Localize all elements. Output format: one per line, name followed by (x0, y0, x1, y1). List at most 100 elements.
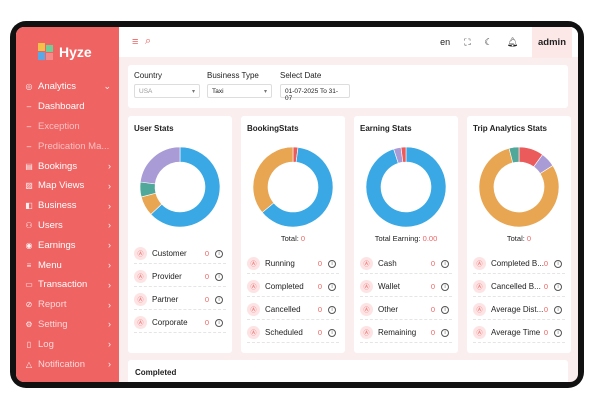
user-avatar-icon: Ⓐ (134, 293, 147, 306)
stat-row[interactable]: Ⓐ Remaining 0 i (360, 323, 452, 343)
stat-row[interactable]: Ⓐ Cancelled B... 0 i (473, 277, 565, 297)
country-value: USA (139, 88, 153, 95)
stat-label: Average Dist... (491, 305, 544, 314)
chevron-right-icon: › (108, 260, 111, 271)
stat-value: 0 (317, 282, 322, 291)
sidebar-item-label: Setting (38, 318, 68, 330)
stat-row[interactable]: Ⓐ Other 0 i (360, 300, 452, 320)
stat-row[interactable]: Ⓐ Average Dist... 0 i (473, 300, 565, 320)
sidebar-item-setting[interactable]: ⚙ Setting › (16, 315, 119, 335)
stat-label: Cash (378, 259, 397, 268)
stat-row[interactable]: Ⓐ Corporate 0 i (134, 313, 226, 333)
setting-icon: ⚙ (25, 319, 33, 329)
donut-segment[interactable] (508, 146, 520, 164)
stat-row[interactable]: Ⓐ Average Time 0 i (473, 323, 565, 343)
sidebar-item-label: Analytics (38, 81, 77, 93)
search-icon[interactable]: ⌕ (145, 35, 152, 47)
business-type-label: Business Type (207, 71, 259, 80)
donut-segment[interactable] (478, 147, 560, 228)
info-icon[interactable]: i (215, 249, 223, 258)
stat-row[interactable]: Ⓐ Scheduled 0 i (247, 323, 339, 343)
dark-mode-icon[interactable]: ☾ (484, 36, 493, 47)
stat-value: 0 (430, 259, 435, 268)
sidebar-item-map-views[interactable]: ▨ Map Views › (16, 176, 119, 196)
completed-title: Completed (135, 368, 177, 377)
sidebar-item-dashboard[interactable]: – Dashboard (16, 97, 119, 117)
info-icon[interactable]: i (441, 328, 449, 337)
business-type-select[interactable]: Taxi ▾ (207, 84, 272, 98)
user-menu[interactable]: admin (532, 27, 572, 58)
sidebar-item-notification[interactable]: △ Notification › (16, 354, 119, 374)
info-icon[interactable]: i (328, 328, 336, 337)
info-icon[interactable]: i (215, 295, 223, 304)
info-icon[interactable]: i (441, 282, 449, 291)
stat-row[interactable]: Ⓐ Completed 0 i (247, 277, 339, 297)
donut-chart (365, 146, 447, 228)
info-icon[interactable]: i (554, 259, 562, 268)
date-label: Select Date (280, 71, 322, 80)
total-label: Total Earning: (374, 234, 421, 243)
sidebar-item-label: Users (38, 219, 63, 231)
stat-value: 0 (430, 305, 435, 314)
stat-row[interactable]: Ⓐ Cancelled 0 i (247, 300, 339, 320)
sidebar-item-report[interactable]: ⊘ Report › (16, 295, 119, 315)
sidebar-item-analytics[interactable]: ◎ Analytics ⌄ (16, 77, 119, 97)
sidebar-item-exception[interactable]: – Exception (16, 117, 119, 137)
sidebar-item-predication-ma[interactable]: – Predication Ma... (16, 136, 119, 156)
analytics-icon: ◎ (25, 82, 33, 92)
brand-logo[interactable]: Hyze (38, 43, 92, 61)
info-icon[interactable]: i (215, 318, 223, 327)
total-value: 0 (300, 234, 306, 243)
chevron-down-icon: ▾ (263, 89, 267, 95)
date-range-input[interactable]: 01-07-2025 To 31-07 (280, 84, 350, 102)
info-icon[interactable]: i (554, 328, 562, 337)
info-icon[interactable]: i (328, 305, 336, 314)
stat-label: Other (378, 305, 399, 314)
donut-segment[interactable] (400, 146, 407, 163)
info-icon[interactable]: i (554, 282, 562, 291)
stat-label: Provider (152, 272, 182, 281)
sidebar-item-log[interactable]: ▯ Log › (16, 334, 119, 354)
stat-row[interactable]: Ⓐ Customer 0 i (134, 244, 226, 264)
notification-bell-icon[interactable]: 🔔︎ (506, 36, 519, 47)
info-icon[interactable]: i (441, 259, 449, 268)
donut-segment[interactable] (252, 146, 294, 213)
stat-label: Partner (152, 295, 179, 304)
info-icon[interactable]: i (328, 259, 336, 268)
stat-row[interactable]: Ⓐ Provider 0 i (134, 267, 226, 287)
stat-row[interactable]: Ⓐ Wallet 0 i (360, 277, 452, 297)
donut-segment[interactable] (150, 146, 221, 228)
donut-segment[interactable] (139, 146, 181, 185)
sidebar-item-bookings[interactable]: ▤ Bookings › (16, 156, 119, 176)
info-icon[interactable]: i (441, 305, 449, 314)
info-icon[interactable]: i (554, 305, 562, 314)
chevron-right-icon: › (108, 299, 111, 310)
sidebar-item-business[interactable]: ◧ Business › (16, 196, 119, 216)
stat-value: 0 (204, 295, 209, 304)
language-selector[interactable]: en (440, 37, 451, 47)
donut-segment[interactable] (261, 146, 334, 228)
sidebar-item-users[interactable]: ⚇ Users › (16, 216, 119, 236)
donut-segment[interactable] (365, 146, 447, 228)
country-select[interactable]: USA ▾ (134, 84, 200, 98)
sidebar-item-label: Transaction (38, 279, 88, 291)
country-label: Country (134, 71, 163, 80)
stat-label: Cancelled (265, 305, 301, 314)
stat-row[interactable]: Ⓐ Partner 0 i (134, 290, 226, 310)
sidebar-item-transaction[interactable]: ▭ Transaction › (16, 275, 119, 295)
card-title: Trip Analytics Stats (473, 124, 547, 133)
chevron-right-icon: › (108, 161, 111, 172)
info-icon[interactable]: i (328, 282, 336, 291)
map-icon: ▨ (25, 181, 33, 191)
log-icon: ▯ (26, 339, 32, 349)
stat-row[interactable]: Ⓐ Cash 0 i (360, 254, 452, 274)
stat-label: Completed (265, 282, 304, 291)
stat-label: Wallet (378, 282, 400, 291)
sidebar-item-menu[interactable]: ≡ Menu › (16, 255, 119, 275)
stat-row[interactable]: Ⓐ Running 0 i (247, 254, 339, 274)
stat-row[interactable]: Ⓐ Completed B... 0 i (473, 254, 565, 274)
sidebar-item-earnings[interactable]: ◉ Earnings › (16, 235, 119, 255)
fullscreen-icon[interactable]: ⛶ (464, 36, 471, 47)
info-icon[interactable]: i (215, 272, 223, 281)
hamburger-menu-icon[interactable]: ≡ (132, 36, 139, 48)
